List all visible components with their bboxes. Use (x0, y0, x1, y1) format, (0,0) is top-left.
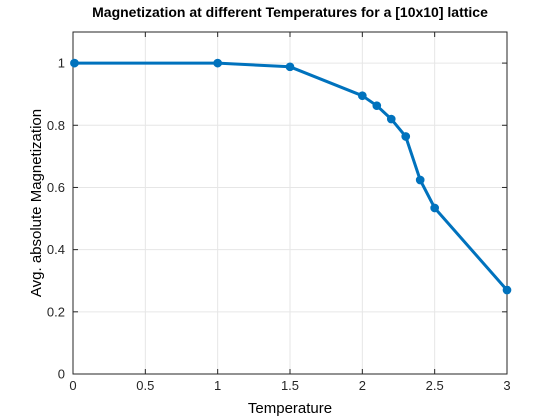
data-point (430, 203, 440, 213)
x-tick-label: 2.5 (426, 378, 444, 393)
data-point (401, 132, 411, 141)
y-tick-label: 0.2 (47, 304, 65, 319)
x-tick-label: 0.5 (136, 378, 154, 393)
y-tick-label: 0 (58, 367, 65, 382)
y-tick-label: 0.4 (47, 242, 65, 257)
data-point (415, 175, 425, 185)
y-tick-label: 0.8 (47, 118, 65, 133)
series-group (70, 58, 512, 295)
x-tick-label: 3 (503, 378, 510, 393)
data-point (372, 101, 382, 111)
y-axis-label: Avg. absolute Magnetization (28, 109, 45, 297)
chart-title: Magnetization at different Temperatures … (92, 4, 488, 20)
data-point (357, 91, 367, 101)
y-tick-label: 1 (58, 56, 65, 71)
tick-labels: 0 0.5 1 1.5 2 2.5 3 0 0.2 0.4 0.6 0.8 1 (47, 56, 511, 393)
data-point (502, 285, 512, 295)
y-tick-label: 0.6 (47, 180, 65, 195)
data-point (70, 58, 79, 68)
data-point (285, 62, 295, 72)
x-tick-label: 0 (69, 378, 76, 393)
x-axis-label: Temperature (248, 400, 332, 417)
series-line (74, 61, 509, 292)
data-point (386, 114, 396, 124)
data-point (213, 58, 223, 68)
x-tick-label: 1 (214, 378, 221, 393)
x-tick-label: 1.5 (281, 378, 299, 393)
x-tick-label: 2 (359, 378, 366, 393)
